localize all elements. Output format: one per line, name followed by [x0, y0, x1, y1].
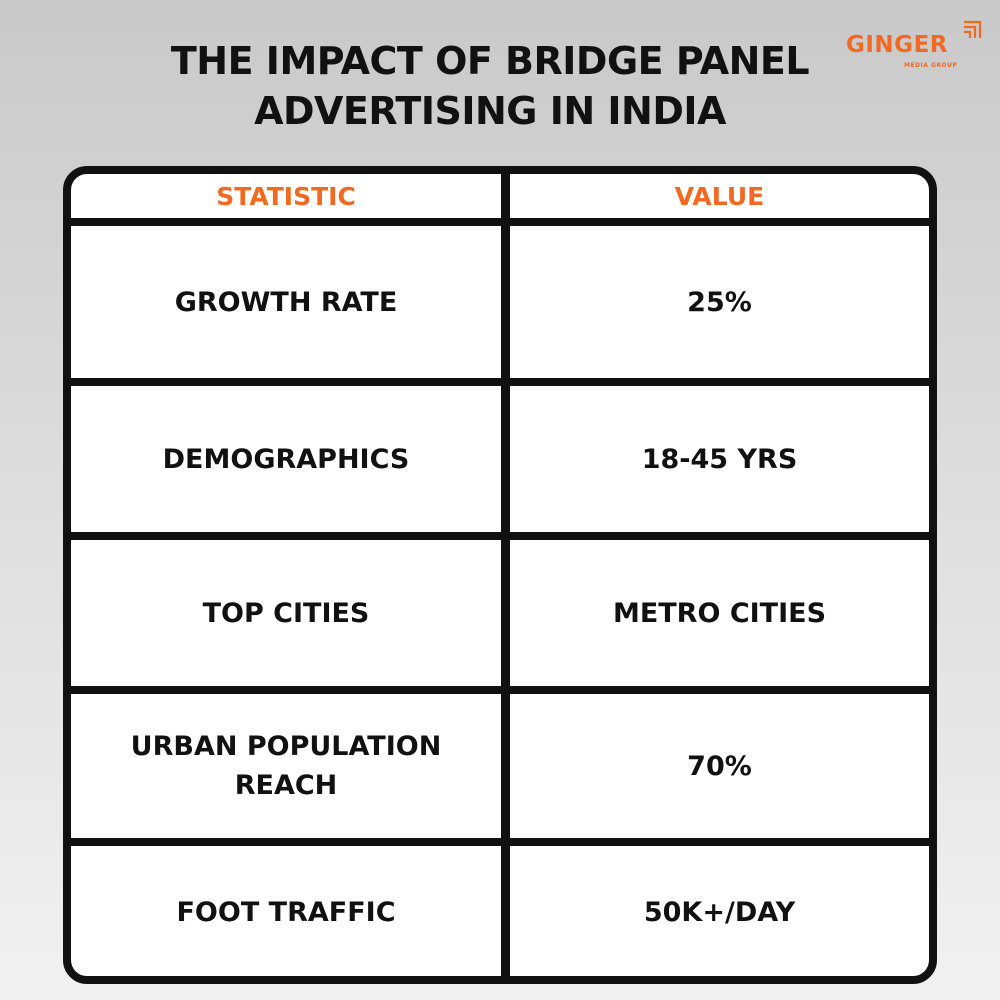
logo-tagline: MEDIA GROUP: [904, 62, 957, 69]
header-value: VALUE: [510, 174, 929, 218]
page-title-line-2: ADVERTISING IN INDIA: [140, 86, 840, 136]
logo-wordmark: GINGER: [846, 32, 948, 58]
statistics-table: STATISTIC VALUE GROWTH RATE 25% DEMOGRAP…: [63, 166, 937, 984]
statistic-cell: FOOT TRAFFIC: [71, 846, 501, 978]
ginger-media-group-logo: GINGER MEDIA GROUP: [846, 20, 986, 76]
ginger-logo-mark-icon: [962, 20, 982, 40]
row-divider: [71, 218, 929, 226]
statistic-cell: GROWTH RATE: [71, 226, 501, 378]
value-cell: 18-45 YRS: [510, 386, 929, 532]
statistic-cell: DEMOGRAPHICS: [71, 386, 501, 532]
row-divider: [71, 378, 929, 386]
value-cell: 50K+/DAY: [510, 846, 929, 978]
page-title: THE IMPACT OF BRIDGE PANEL ADVERTISING I…: [140, 36, 840, 136]
value-cell: 25%: [510, 226, 929, 378]
value-cell: 70%: [510, 694, 929, 838]
row-divider: [71, 532, 929, 540]
header-statistic: STATISTIC: [71, 174, 501, 218]
column-divider: [501, 174, 510, 976]
statistic-cell: URBAN POPULATION REACH: [71, 694, 501, 838]
page-title-line-1: THE IMPACT OF BRIDGE PANEL: [140, 36, 840, 86]
value-cell: METRO CITIES: [510, 540, 929, 686]
statistic-cell: TOP CITIES: [71, 540, 501, 686]
row-divider: [71, 686, 929, 694]
row-divider: [71, 838, 929, 846]
